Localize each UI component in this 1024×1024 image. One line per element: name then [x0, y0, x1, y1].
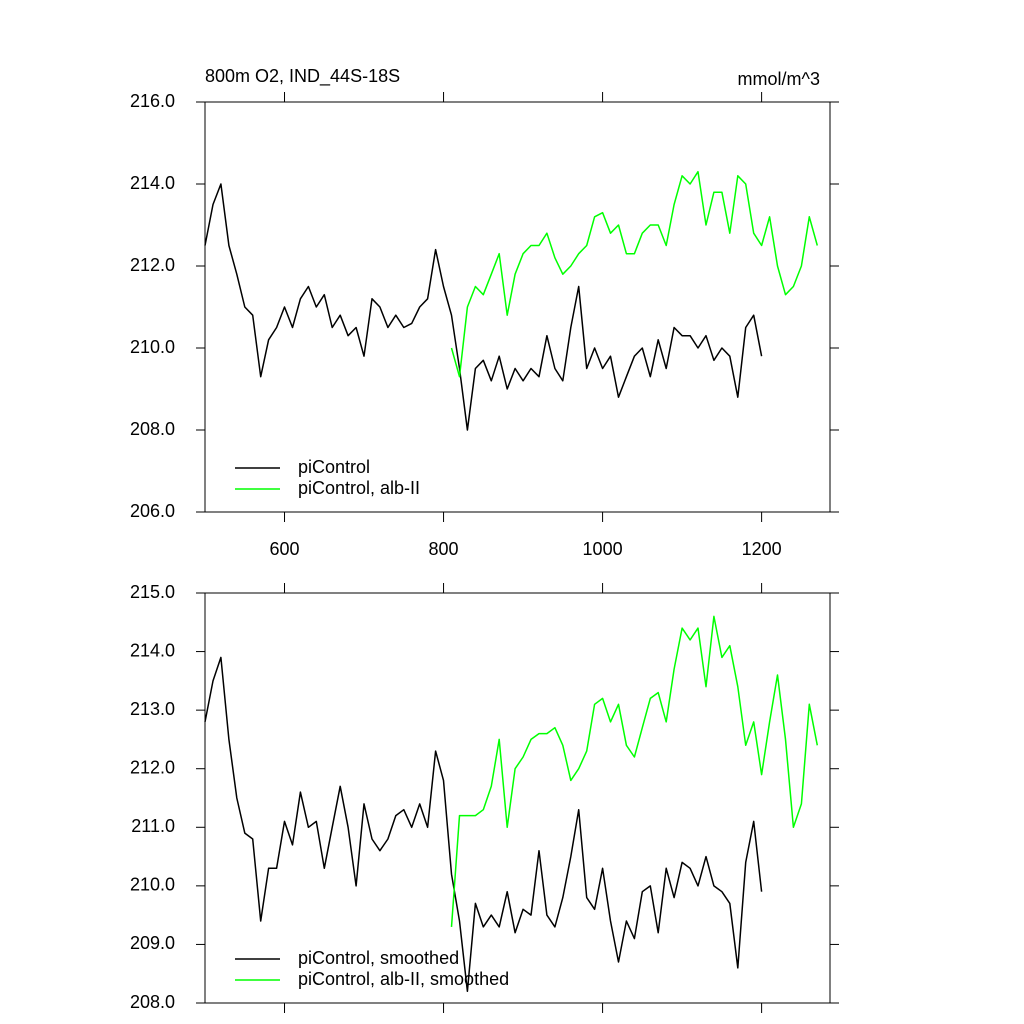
legend-label: piControl, alb-II, smoothed — [298, 969, 509, 989]
y-tick-label: 213.0 — [130, 699, 175, 719]
y-tick-label: 215.0 — [130, 582, 175, 602]
series-line — [450, 615, 819, 927]
x-tick-label: 1000 — [583, 539, 623, 559]
x-tick-label: 1200 — [742, 539, 782, 559]
y-tick-label: 214.0 — [130, 173, 175, 193]
series-line — [204, 183, 763, 431]
legend-label: piControl, smoothed — [298, 948, 459, 968]
y-tick-label: 210.0 — [130, 337, 175, 357]
x-tick-label: 600 — [269, 539, 299, 559]
y-tick-label: 211.0 — [131, 816, 175, 836]
y-tick-label: 216.0 — [130, 91, 175, 111]
plot-frame — [204, 592, 831, 1004]
plot-frame — [204, 101, 831, 513]
y-tick-label: 206.0 — [130, 501, 175, 521]
y-tick-label: 214.0 — [130, 640, 175, 660]
x-tick-label: 800 — [429, 539, 459, 559]
y-tick-label: 208.0 — [130, 419, 175, 439]
y-tick-label: 210.0 — [130, 875, 175, 895]
series-line — [450, 170, 819, 378]
legend-label: piControl — [298, 457, 370, 477]
y-tick-label: 212.0 — [130, 255, 175, 275]
legend-label: piControl, alb-II — [298, 478, 420, 498]
y-tick-label: 208.0 — [130, 992, 175, 1012]
series-line — [204, 656, 763, 993]
y-tick-label: 212.0 — [130, 757, 175, 777]
chart-title: 800m O2, IND_44S-18S — [205, 66, 400, 87]
y-tick-label: 209.0 — [130, 933, 175, 953]
units-label: mmol/m^3 — [738, 69, 820, 89]
